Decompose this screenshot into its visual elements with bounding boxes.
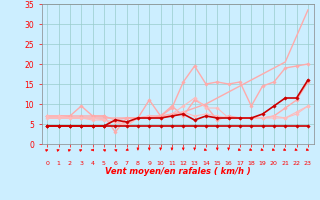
X-axis label: Vent moyen/en rafales ( km/h ): Vent moyen/en rafales ( km/h ) <box>105 167 251 176</box>
